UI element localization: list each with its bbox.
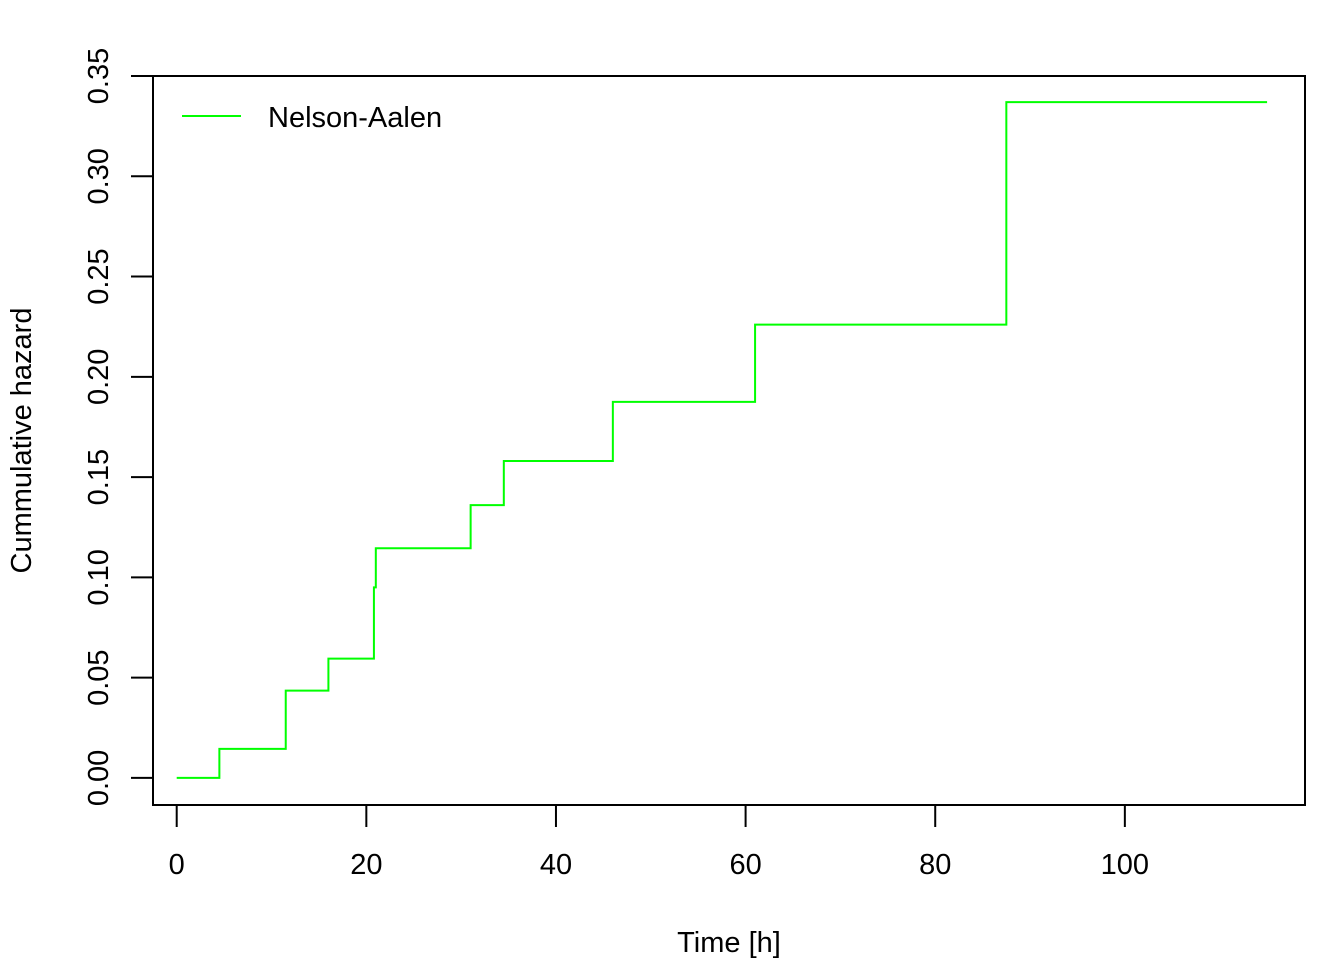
y-axis-title: Cummulative hazard [6, 308, 38, 574]
y-tick-label: 0.05 [83, 649, 115, 705]
legend-label-nelson-aalen: Nelson-Aalen [268, 102, 442, 134]
y-tick-label: 0.35 [83, 48, 115, 104]
x-axis: 0 20 40 60 80 100 [169, 804, 1149, 881]
x-tick-label: 40 [540, 849, 572, 881]
y-tick-label: 0.20 [83, 349, 115, 405]
x-tick-label: 100 [1101, 849, 1149, 881]
x-tick-label: 80 [919, 849, 951, 881]
series-line-nelson-aalen [176, 101, 1268, 779]
y-tick-label: 0.25 [83, 248, 115, 304]
x-tick-label: 60 [729, 849, 761, 881]
x-tick-label: 20 [350, 849, 382, 881]
y-tick-label: 0.10 [83, 549, 115, 605]
legend: Nelson-Aalen [182, 102, 442, 134]
y-axis: 0.00 0.05 0.10 0.15 0.20 0.25 0.30 0.35 [83, 48, 154, 806]
x-tick-label: 0 [169, 849, 185, 881]
y-tick-label: 0.30 [83, 148, 115, 204]
series-layer [176, 101, 1268, 779]
y-tick-label: 0.15 [83, 449, 115, 505]
y-tick-label: 0.00 [83, 750, 115, 806]
plot-area-frame [152, 75, 1306, 806]
x-axis-title: Time [h] [677, 927, 781, 959]
